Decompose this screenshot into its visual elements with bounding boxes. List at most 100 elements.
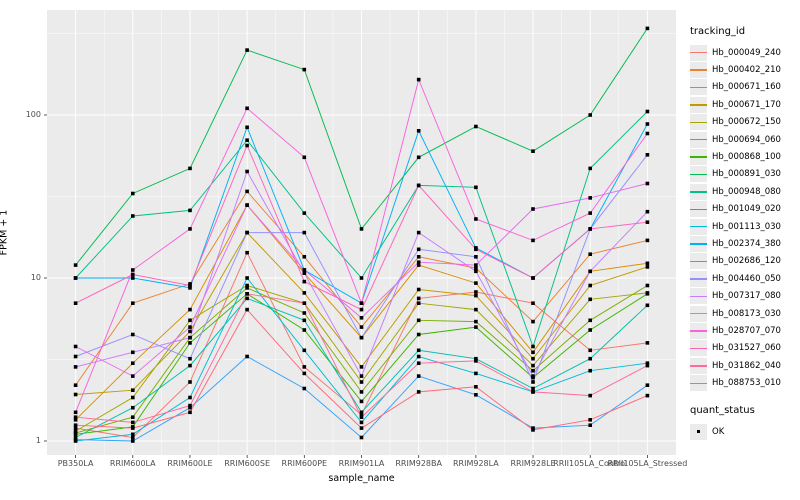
data-point [131, 395, 135, 400]
data-point [131, 435, 135, 440]
legend-item: Hb_002686_120 [690, 253, 781, 270]
data-point [416, 129, 421, 133]
data-point [302, 271, 307, 275]
legend-key-line-icon [690, 288, 707, 305]
legend-item: Hb_007317_080 [690, 287, 781, 305]
legend-item: Hb_031527_060 [690, 340, 781, 357]
data-point [245, 276, 249, 280]
legend-key-line-icon [690, 131, 707, 148]
legend-item: Hb_031862_040 [690, 357, 781, 374]
legend-item-label: Hb_000672_150 [712, 117, 781, 128]
legend-item-label: Hb_001049_020 [712, 204, 781, 215]
x-tick-label: PB350LA [57, 459, 94, 468]
data-point [359, 307, 364, 312]
data-point [531, 238, 535, 243]
data-point [645, 265, 650, 269]
data-point [531, 350, 535, 355]
data-point [416, 354, 421, 359]
data-point [588, 418, 592, 422]
data-point [73, 365, 78, 369]
data-point [188, 307, 192, 312]
data-point [474, 356, 478, 361]
data-point [245, 292, 249, 296]
legend-item-label: Hb_000891_030 [712, 169, 781, 180]
data-point [474, 290, 478, 294]
data-point [416, 155, 421, 160]
data-point [588, 297, 592, 302]
data-point [531, 380, 535, 384]
data-point [588, 356, 592, 361]
data-point [531, 426, 535, 430]
data-point [188, 227, 192, 231]
legend-items: Hb_000049_240 Hb_000402_210 Hb_000671_160 H… [690, 44, 781, 392]
data-point [359, 415, 364, 419]
data-point [188, 208, 192, 213]
data-point [188, 363, 192, 368]
data-point [188, 325, 192, 329]
legend-item: Hb_001113_030 [690, 218, 781, 235]
data-point [131, 276, 135, 280]
data-point [588, 269, 592, 274]
data-point [645, 109, 650, 114]
data-point [645, 26, 650, 31]
y-axis-title: FPKM + 1 [0, 210, 10, 256]
data-point [302, 328, 307, 332]
data-point [474, 371, 478, 376]
data-point [416, 361, 421, 365]
data-point [245, 286, 249, 290]
data-point [359, 227, 364, 231]
data-point [531, 386, 535, 391]
data-point [531, 149, 535, 153]
data-point [245, 143, 249, 148]
data-point [531, 368, 535, 373]
data-point [359, 399, 364, 404]
data-point [131, 432, 135, 437]
data-point [588, 318, 592, 323]
legend-item-label: Hb_008173_030 [712, 308, 781, 319]
y-tick-label: 1 [35, 436, 41, 445]
data-point [359, 335, 364, 340]
data-point [588, 227, 592, 231]
data-point [645, 303, 650, 308]
data-point [359, 316, 364, 320]
legend-item-label: Hb_000671_160 [712, 82, 781, 93]
legend-item-label: Hb_031527_060 [712, 343, 781, 354]
data-point [645, 261, 650, 266]
data-point [474, 281, 478, 285]
data-point [474, 255, 478, 259]
data-point [645, 361, 650, 365]
data-point [416, 260, 421, 264]
data-point [645, 383, 650, 387]
data-point [416, 263, 421, 267]
data-point [188, 335, 192, 340]
data-point [474, 319, 478, 324]
legend-item-label: Hb_088753_010 [712, 378, 781, 389]
data-point [588, 211, 592, 215]
data-point [474, 269, 478, 274]
x-axis-title: sample_name [328, 473, 395, 484]
legend-item-label: Hb_000402_210 [712, 65, 781, 76]
data-point [188, 403, 192, 408]
data-point [188, 341, 192, 345]
data-point [188, 283, 192, 288]
legend-item-label: Hb_028707_070 [712, 325, 781, 336]
legend-key-line-icon [690, 218, 707, 235]
data-point [302, 291, 307, 295]
legend-key-line-icon [690, 322, 707, 339]
quant-legend-item-label: OK [712, 426, 725, 437]
data-point [131, 361, 135, 365]
data-point [245, 189, 249, 194]
legend-key-line-icon [690, 166, 707, 183]
data-point [645, 341, 650, 345]
data-point [588, 368, 592, 373]
data-point [588, 393, 592, 398]
data-point [531, 363, 535, 368]
legend-title: tracking_id [690, 26, 746, 37]
data-point [302, 255, 307, 259]
data-point [73, 344, 78, 349]
data-point [131, 374, 135, 378]
data-point [416, 348, 421, 353]
legend-item: Hb_000402_210 [690, 61, 781, 79]
data-point [188, 329, 192, 334]
data-point [645, 131, 650, 136]
